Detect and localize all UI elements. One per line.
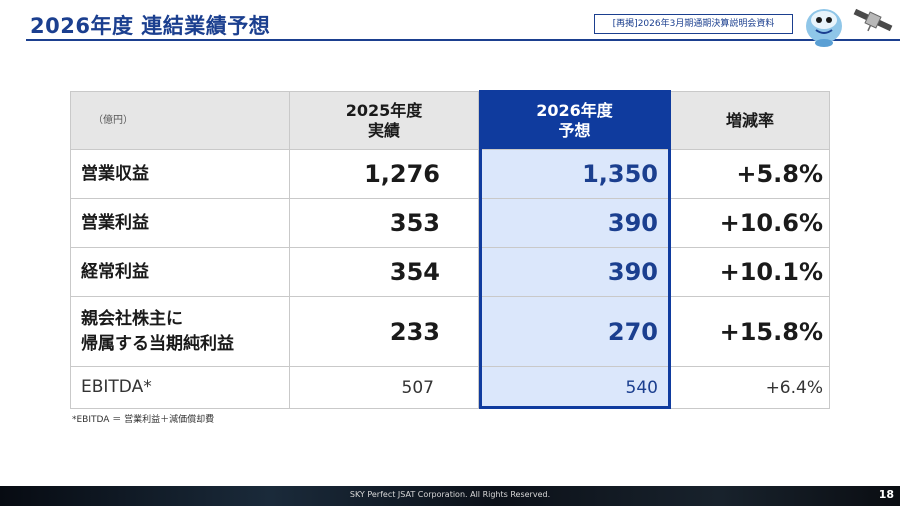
change-rate-value: +15.8% [670,296,830,367]
page-number: 18 [878,488,894,501]
row-label: EBITDA* [70,366,290,409]
header-change-rate: 増減率 [670,91,830,150]
header-fy2026-year: 2026年度 [536,100,613,120]
fy2026-value: 540 [478,366,671,409]
header-fy2025-actual: 2025年度 実績 [289,91,479,150]
fy2025-value: 353 [289,198,479,248]
table-row: 営業収益 1,276 1,350 +5.8% [70,149,830,199]
satellite-mascot-icon [806,8,893,47]
fy2026-value: 390 [478,247,671,297]
header-fy2026-forecast: 2026年度 予想 [478,91,671,150]
table-row: 営業利益 353 390 +10.6% [70,198,830,248]
row-label: 営業収益 [70,149,290,199]
footer-bar: SKY Perfect JSAT Corporation. All Rights… [0,486,900,506]
row-label: 親会社株主に 帰属する当期純利益 [70,296,290,367]
header-fy2025-type: 実績 [367,120,400,140]
row-label: 営業利益 [70,198,290,248]
title-divider [26,39,900,41]
fy2026-value: 1,350 [478,149,671,199]
table-row: EBITDA* 507 540 +6.4% [70,366,830,409]
fy2025-value: 233 [289,296,479,367]
fy2026-value: 390 [478,198,671,248]
footnote: *EBITDA ＝ 営業利益＋減価償却費 [72,415,215,425]
table-header-row: （億円） 2025年度 実績 2026年度 予想 増減率 [70,91,830,150]
forecast-table: （億円） 2025年度 実績 2026年度 予想 増減率 営業収益 1,276 … [70,91,830,409]
fy2025-value: 507 [289,366,479,409]
document-tag: [再掲]2026年3月期通期決算説明会資料 [594,14,793,34]
copyright-text: SKY Perfect JSAT Corporation. All Rights… [349,490,551,499]
table-row: 親会社株主に 帰属する当期純利益 233 270 +15.8% [70,296,830,367]
header-fy2026-type: 予想 [558,120,591,140]
change-rate-value: +5.8% [670,149,830,199]
fy2026-value: 270 [478,296,671,367]
page-title: 2026年度 連結業績予想 [30,14,271,38]
row-label: 経常利益 [70,247,290,297]
change-rate-value: +10.6% [670,198,830,248]
table-row: 経常利益 354 390 +10.1% [70,247,830,297]
row-label-line2: 帰属する当期純利益 [81,333,234,354]
fy2025-value: 354 [289,247,479,297]
change-rate-value: +10.1% [670,247,830,297]
row-label-line1: 親会社株主に [81,308,183,329]
unit-label: （億円） [70,91,290,150]
header-fy2025-year: 2025年度 [345,100,423,120]
change-rate-value: +6.4% [670,366,830,409]
fy2025-value: 1,276 [289,149,479,199]
